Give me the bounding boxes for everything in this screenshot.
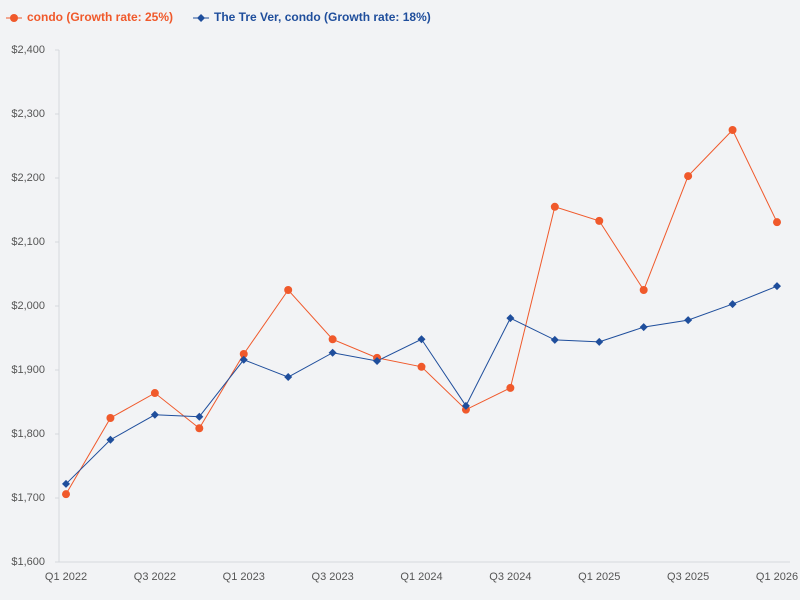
x-tick-label: Q1 2026 [756, 571, 798, 583]
series-line [65, 129, 778, 495]
x-tick-label: Q3 2023 [312, 571, 354, 583]
x-tick-label: Q1 2024 [400, 571, 442, 583]
data-point [284, 373, 293, 382]
data-point [773, 218, 781, 227]
data-point [595, 216, 604, 225]
y-tick-label: $2,200 [11, 172, 45, 184]
data-point [506, 314, 515, 323]
data-point [639, 323, 648, 332]
data-point [728, 300, 737, 309]
data-point [417, 362, 426, 371]
data-point [728, 126, 737, 134]
x-tick-label: Q1 2023 [223, 571, 265, 583]
y-tick-label: $2,300 [11, 108, 45, 120]
data-point [506, 383, 515, 392]
data-point [684, 172, 693, 181]
data-point [195, 412, 204, 421]
y-tick-label: $2,100 [11, 236, 45, 248]
y-tick-label: $1,600 [11, 556, 45, 568]
x-tick-label: Q1 2022 [45, 571, 87, 583]
legend-marker [10, 14, 18, 22]
data-point [62, 479, 70, 488]
data-point [106, 435, 115, 444]
legend-marker [197, 14, 206, 22]
data-point [239, 355, 248, 364]
series-line [65, 285, 778, 485]
y-tick-label: $2,000 [11, 300, 45, 312]
data-point [150, 410, 159, 419]
data-point [595, 337, 604, 346]
data-point [150, 389, 159, 398]
y-tick-label: $1,900 [11, 364, 45, 376]
x-tick-label: Q1 2025 [578, 571, 620, 583]
data-point [773, 282, 781, 291]
data-point [328, 335, 337, 344]
data-point [239, 350, 248, 358]
data-point [284, 286, 293, 294]
y-tick-label: $2,400 [11, 44, 45, 56]
x-tick-label: Q3 2025 [667, 571, 709, 583]
data-point [106, 414, 115, 422]
legend-label[interactable]: condo (Growth rate: 25%) [27, 10, 173, 24]
data-point [684, 316, 693, 325]
data-point [195, 424, 204, 433]
x-tick-label: Q3 2022 [134, 571, 176, 583]
data-point [550, 202, 559, 211]
y-tick-label: $1,700 [11, 492, 45, 504]
data-point [373, 357, 382, 366]
data-point [550, 335, 559, 344]
data-point [417, 335, 426, 344]
data-point [62, 490, 70, 499]
data-point [328, 348, 337, 357]
legend-label[interactable]: The Tre Ver, condo (Growth rate: 18%) [214, 10, 431, 24]
y-tick-label: $1,800 [11, 428, 45, 440]
x-tick-label: Q3 2024 [489, 571, 531, 583]
data-point [461, 401, 470, 410]
data-point [639, 286, 648, 294]
